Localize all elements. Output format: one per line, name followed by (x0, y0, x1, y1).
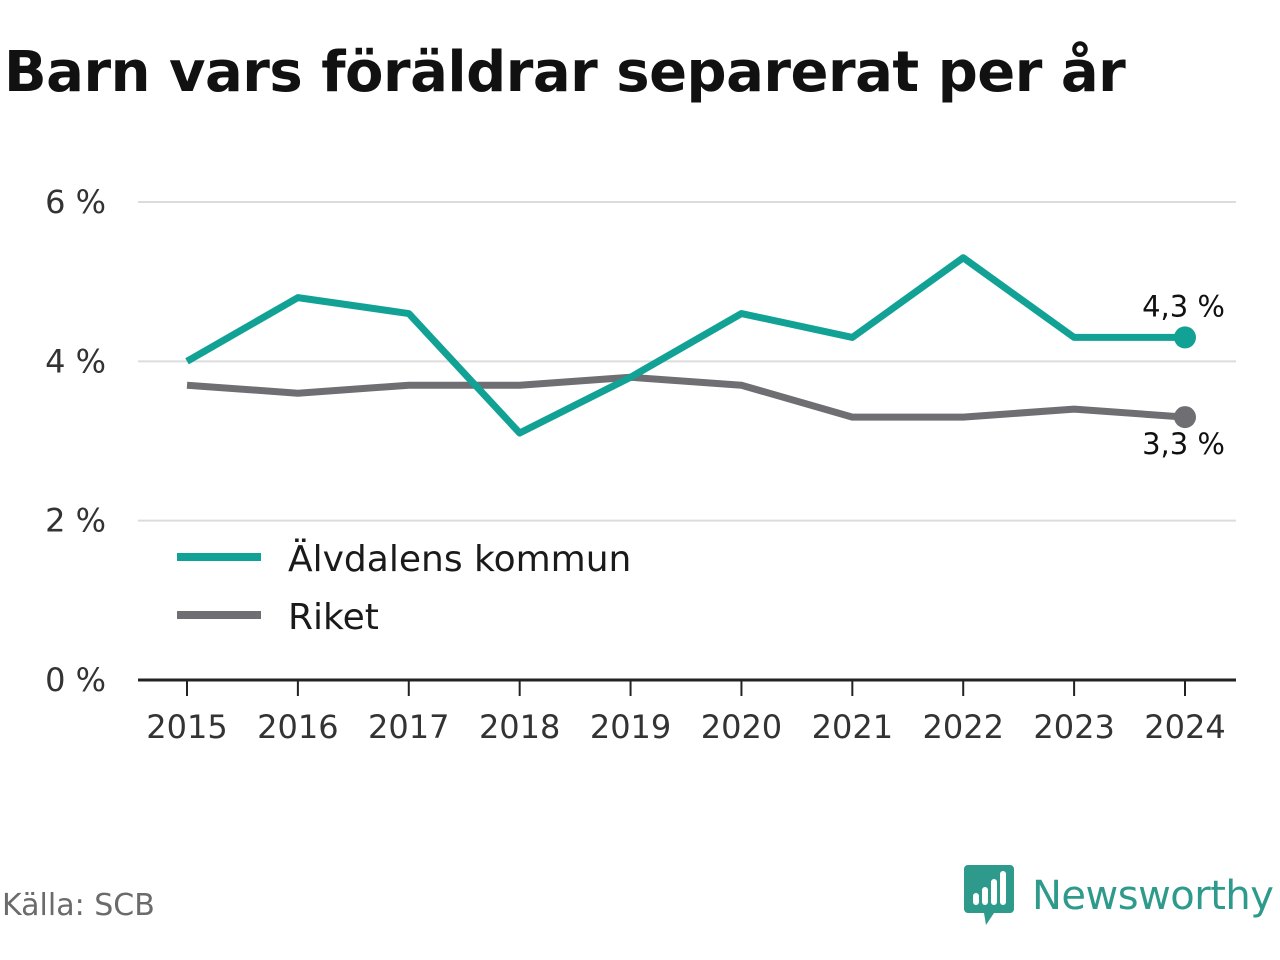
x-tick-label: 2022 (923, 708, 1004, 746)
x-tick-label: 2018 (479, 708, 560, 746)
series-line (186, 373, 1186, 421)
series-end-point (1174, 326, 1196, 349)
brand-logo: Newsworthy (964, 864, 1274, 928)
y-tick-label: 2 % (45, 502, 106, 540)
brand-name: Newsworthy (1032, 873, 1274, 919)
y-tick-label: 6 % (45, 183, 106, 221)
y-tick-label: 0 % (45, 661, 106, 699)
data-label: 3,3 % (1142, 427, 1225, 461)
x-tick-label: 2016 (257, 708, 338, 746)
y-tick-label: 4 % (45, 342, 106, 380)
legend-label: Riket (288, 597, 379, 638)
chart-title: Barn vars föräldrar separerat per år (4, 40, 1126, 105)
x-tick-label: 2017 (368, 708, 449, 746)
x-tick-label: 2023 (1033, 708, 1114, 746)
series-end-point (1174, 406, 1196, 429)
series-line (185, 254, 1185, 437)
x-tick-label: 2019 (590, 708, 671, 746)
legend-label: Älvdalens kommun (288, 538, 631, 580)
data-label: 4,3 % (1142, 289, 1225, 323)
source-text: Källa: SCB (2, 888, 155, 923)
x-tick-label: 2021 (812, 708, 893, 746)
x-tick-label: 2015 (146, 708, 227, 746)
x-tick-label: 2024 (1144, 708, 1225, 746)
newsworthy-logo-icon (964, 865, 1014, 927)
x-tick-label: 2020 (701, 708, 782, 746)
